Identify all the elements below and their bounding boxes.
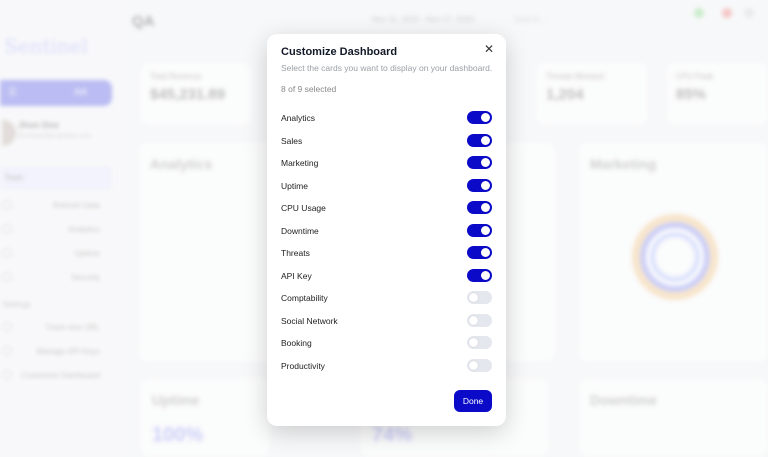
card-option-label: Downtime bbox=[281, 225, 319, 236]
card-option-uptime: Uptime bbox=[281, 178, 492, 194]
toggle-switch[interactable] bbox=[467, 313, 492, 327]
card-downtime: Downtime bbox=[578, 378, 768, 457]
card-option-api-key: API Key bbox=[281, 268, 492, 284]
card-option-label: Analytics bbox=[281, 113, 316, 123]
toggle-knob bbox=[469, 360, 478, 370]
card-option-label: Comptability bbox=[281, 293, 328, 303]
sidebar-item-security[interactable]: Security bbox=[0, 268, 112, 288]
menu-icon: ☰ bbox=[8, 87, 17, 98]
toggle-switch[interactable] bbox=[467, 156, 492, 169]
toggle-switch[interactable] bbox=[467, 291, 492, 304]
dashboard-icon bbox=[2, 370, 12, 380]
card-revenue: Total Revenue $45,231.89 bbox=[140, 62, 252, 126]
sidebar-primary-button[interactable]: ☰ AA bbox=[0, 80, 112, 106]
card-option-marketing: Marketing bbox=[281, 155, 492, 171]
toggle-switch[interactable] bbox=[467, 336, 492, 349]
logo: Sentinel bbox=[4, 34, 88, 58]
close-icon[interactable]: ✕ bbox=[483, 42, 495, 56]
modal-subtitle: Select the cards you want to display on … bbox=[281, 63, 493, 73]
card-option-label: Booking bbox=[281, 338, 312, 348]
sidebar-item-customize[interactable]: Customize Dashboard bbox=[0, 366, 112, 386]
selected-count: 8 of 9 selected bbox=[281, 84, 337, 94]
topbar: QA Nov 11, 2020 - Nov 17, 2020 Search... bbox=[124, 0, 768, 40]
page-title: QA bbox=[132, 13, 155, 30]
card-option-label: Threats bbox=[281, 248, 310, 258]
toggle-switch[interactable] bbox=[467, 111, 492, 124]
card-option-comptability: Comptability bbox=[281, 290, 492, 306]
link-icon bbox=[2, 322, 12, 332]
card-chart bbox=[506, 142, 556, 362]
card-option-label: Productivity bbox=[281, 360, 325, 371]
card-option-label: Marketing bbox=[281, 158, 319, 168]
toggle-knob bbox=[481, 225, 490, 235]
search-input[interactable]: Search... bbox=[514, 15, 547, 24]
card-option-booking: Booking bbox=[281, 335, 492, 351]
toggle-switch[interactable] bbox=[467, 268, 492, 282]
toggle-knob bbox=[469, 315, 478, 325]
customize-dashboard-modal: Customize Dashboard ✕ Select the cards y… bbox=[267, 34, 506, 426]
donut-ring-inner bbox=[650, 232, 700, 282]
card-analytics: Analytics bbox=[138, 142, 278, 362]
toggle-knob bbox=[481, 135, 490, 145]
card-marketing: Marketing bbox=[578, 142, 768, 362]
toggle-knob bbox=[481, 180, 490, 190]
uptime-icon bbox=[2, 248, 12, 258]
analytics-icon bbox=[2, 224, 12, 234]
sidebar-group-team[interactable]: Team bbox=[0, 166, 112, 190]
gear-icon[interactable] bbox=[744, 8, 754, 18]
sidebar-item-track-url[interactable]: Track new URL bbox=[0, 318, 112, 338]
toggle-switch[interactable] bbox=[467, 201, 492, 214]
toggle-switch[interactable] bbox=[467, 133, 492, 147]
card-option-label: Sales bbox=[281, 135, 303, 146]
key-icon bbox=[2, 346, 12, 356]
toggle-knob bbox=[481, 158, 490, 167]
card-option-analytics: Analytics bbox=[281, 110, 492, 126]
card-option-sales: Sales bbox=[281, 133, 492, 149]
avatar bbox=[2, 120, 16, 146]
user-profile[interactable]: Jhon Doe jhondoe@example.com bbox=[2, 118, 112, 154]
card-cpu: CPU Peak 85% bbox=[666, 62, 768, 126]
toggle-knob bbox=[481, 113, 490, 122]
toggle-switch[interactable] bbox=[467, 223, 492, 237]
donut-ring-middle bbox=[640, 222, 710, 292]
card-option-threats: Threats bbox=[281, 245, 492, 261]
messages-icon[interactable] bbox=[722, 8, 732, 18]
toggle-knob bbox=[481, 203, 490, 212]
card-option-label: Social Network bbox=[281, 315, 338, 326]
notification-icon[interactable] bbox=[694, 8, 704, 18]
card-option-cpu-usage: CPU Usage bbox=[281, 200, 492, 216]
card-threats: Threats Blocked 1,204 bbox=[536, 62, 648, 126]
sidebar: Sentinel ☰ AA Jhon Doe jhondoe@example.c… bbox=[0, 0, 124, 457]
modal-title: Customize Dashboard bbox=[281, 46, 398, 58]
card-option-label: CPU Usage bbox=[281, 203, 326, 213]
toggle-switch[interactable] bbox=[467, 358, 492, 372]
toggle-switch[interactable] bbox=[467, 178, 492, 192]
card-option-label: API Key bbox=[281, 270, 312, 281]
sidebar-item-uptime[interactable]: Uptime bbox=[0, 244, 112, 264]
date-range-picker[interactable]: Nov 11, 2020 - Nov 17, 2020 bbox=[372, 15, 474, 24]
shield-icon bbox=[2, 272, 12, 282]
toggle-knob bbox=[469, 338, 478, 347]
card-option-productivity: Productivity bbox=[281, 358, 492, 374]
card-option-downtime: Downtime bbox=[281, 223, 492, 239]
card-uptime: Uptime 100% bbox=[140, 378, 270, 457]
sidebar-section-settings: Settings bbox=[2, 300, 31, 309]
toggle-switch[interactable] bbox=[467, 246, 492, 259]
toggle-knob bbox=[481, 270, 490, 280]
refresh-icon bbox=[2, 200, 12, 210]
card-option-label: Uptime bbox=[281, 180, 308, 191]
card-option-social-network: Social Network bbox=[281, 313, 492, 329]
sidebar-item-api-keys[interactable]: Manage API Keys bbox=[0, 342, 112, 362]
donut-ring-outer bbox=[632, 214, 718, 300]
sidebar-item-refresh[interactable]: Refresh Data bbox=[0, 196, 112, 216]
sidebar-item-analytics[interactable]: Analytics bbox=[0, 220, 112, 240]
toggle-knob bbox=[469, 293, 478, 302]
toggle-knob bbox=[481, 248, 490, 257]
done-button[interactable]: Done bbox=[454, 390, 492, 412]
